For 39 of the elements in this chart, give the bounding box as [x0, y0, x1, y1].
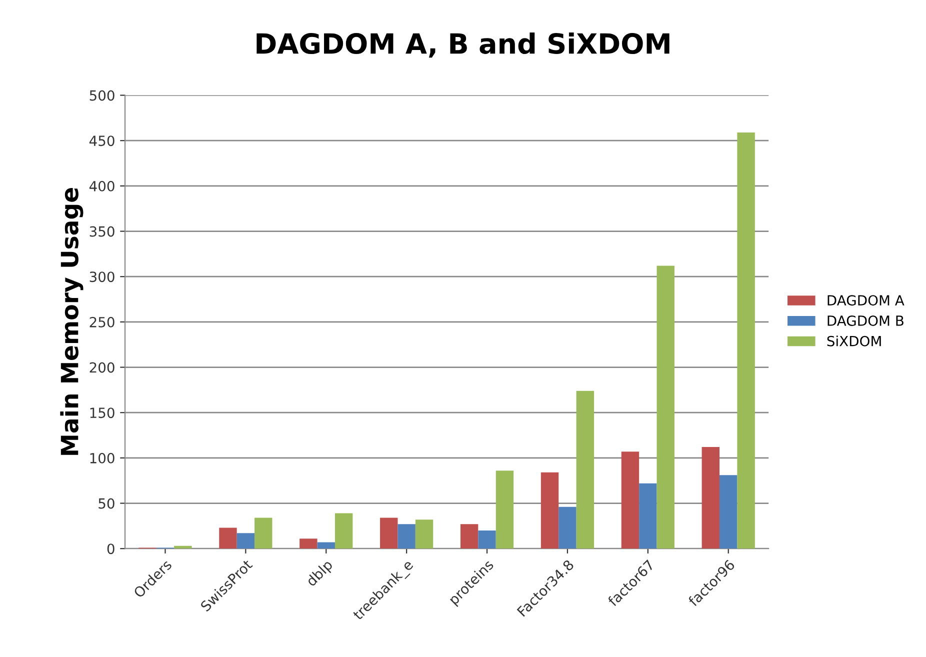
y-tick-label: 300 [90, 272, 114, 282]
bar [621, 452, 640, 549]
bar [415, 520, 434, 549]
bar [219, 528, 237, 549]
y-tick-label: 0 [107, 544, 114, 554]
x-tick-label: dblp [305, 558, 336, 589]
bar [540, 472, 559, 549]
bar [576, 390, 594, 549]
y-tick-label: 200 [90, 362, 114, 373]
y-tick-label: 150 [90, 408, 114, 418]
bar [300, 538, 318, 549]
y-tick-label: 400 [89, 180, 114, 192]
bar [656, 266, 674, 549]
y-tick-label: 500 [90, 90, 114, 101]
legend-label: SiXDOM [827, 336, 881, 346]
bar [334, 513, 353, 549]
y-tick-label: 450 [89, 136, 114, 146]
bar [639, 483, 657, 549]
legend-label: DAGDOM A [828, 295, 904, 306]
bar [702, 447, 720, 549]
bar [737, 132, 755, 549]
y-tick-label: 100 [90, 452, 114, 464]
y-axis-title: Main Memory Usage [60, 188, 84, 455]
bar [174, 546, 192, 549]
bar [236, 533, 255, 549]
legend-label: DAGDOM B [828, 315, 904, 326]
chart-title: DAGDOM A, B and SiXDOM [256, 32, 670, 58]
bar [720, 475, 738, 549]
bar [558, 506, 576, 549]
bar [254, 518, 272, 549]
bar [398, 524, 416, 549]
bar [496, 470, 514, 549]
bar [478, 530, 496, 549]
y-tick-label: 350 [90, 226, 114, 237]
bar [380, 518, 398, 549]
bar [460, 524, 478, 549]
y-tick-label: 250 [90, 316, 114, 328]
bar [317, 542, 335, 549]
y-tick-label: 50 [98, 498, 114, 509]
